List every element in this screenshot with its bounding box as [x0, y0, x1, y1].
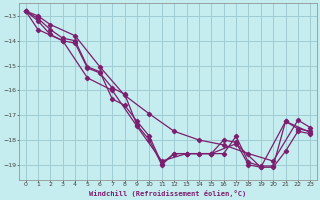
- X-axis label: Windchill (Refroidissement éolien,°C): Windchill (Refroidissement éolien,°C): [89, 190, 247, 197]
